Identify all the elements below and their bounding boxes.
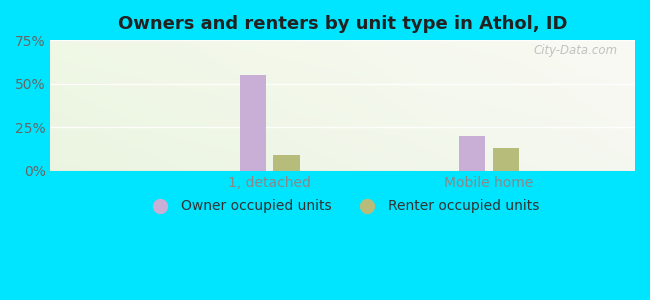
Text: City-Data.com: City-Data.com <box>534 44 618 57</box>
Bar <box>240 75 266 171</box>
Bar <box>493 148 519 171</box>
Legend: Owner occupied units, Renter occupied units: Owner occupied units, Renter occupied un… <box>141 194 545 219</box>
Title: Owners and renters by unit type in Athol, ID: Owners and renters by unit type in Athol… <box>118 15 567 33</box>
Bar <box>274 155 300 171</box>
Bar <box>459 136 485 171</box>
